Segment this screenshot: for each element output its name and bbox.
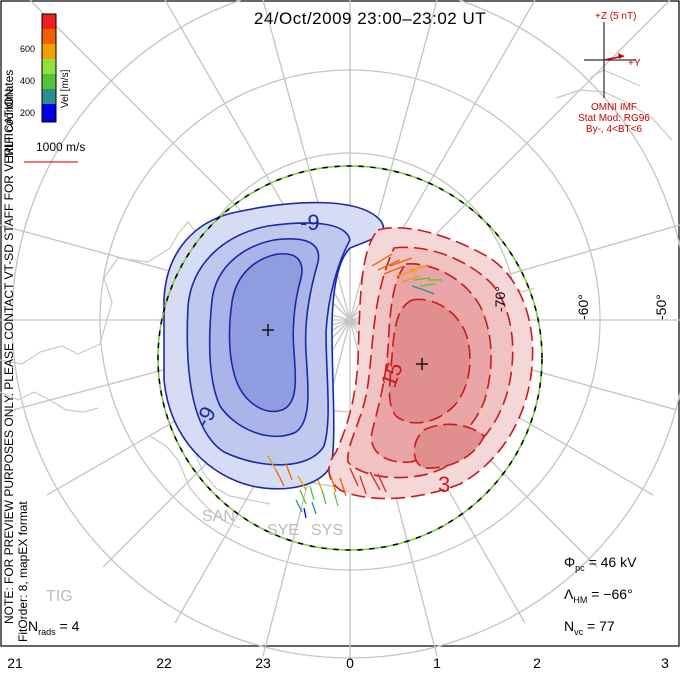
lat-label-60: -60° bbox=[575, 294, 591, 320]
mlt-label-23: 23 bbox=[255, 655, 271, 671]
stat-phi-sub: pc bbox=[575, 562, 585, 573]
stat-nrads-symbol: N bbox=[28, 618, 39, 634]
hm-boundary-overlay bbox=[157, 165, 543, 551]
vector-scale-label: 1000 m/s bbox=[36, 140, 86, 154]
stat-lambda-value: = −66° bbox=[591, 586, 633, 602]
preview-note: NOTE: FOR PREVIEW PURPOSES ONLY. PLEASE … bbox=[2, 85, 16, 624]
stat-lambda-symbol: Λ bbox=[564, 586, 574, 602]
mlt-label-22: 22 bbox=[156, 655, 172, 671]
velocity-vectors bbox=[24, 161, 442, 519]
stat-nrads: Nrads = 4 bbox=[28, 618, 79, 637]
mlt-label-21: 21 bbox=[7, 655, 23, 671]
stat-nvc-symbol: N bbox=[564, 618, 575, 634]
imf-y-label: +Y bbox=[628, 58, 641, 69]
stat-nvc-sub: vc bbox=[574, 626, 584, 637]
positive-cell bbox=[328, 226, 534, 500]
stat-lambda-hm: ΛHM = −66° bbox=[564, 586, 633, 605]
lat-label-50: -50° bbox=[653, 294, 669, 320]
contour-label-neg: -9 bbox=[300, 210, 320, 235]
radar-sye: SYE bbox=[267, 522, 300, 539]
radar-sys: SYS bbox=[311, 522, 344, 539]
stat-nrads-value: = 4 bbox=[59, 618, 80, 634]
stat-nvc-value: = 77 bbox=[587, 618, 615, 634]
colorbar-tick-600: 600 bbox=[20, 44, 36, 54]
plot-frame bbox=[0, 0, 680, 647]
stat-nvc: Nvc = 77 bbox=[564, 618, 615, 637]
negative-cell bbox=[163, 201, 384, 490]
map-title: 24/Oct/2009 23:00–23:02 UT bbox=[253, 9, 487, 28]
imf-bin: By-, 4<BT<6 bbox=[585, 124, 643, 135]
stat-phi-pc: Φpc = 46 kV bbox=[564, 554, 636, 573]
colorbar-title: Vel [m/s] bbox=[60, 69, 71, 108]
stat-lambda-sub: HM bbox=[573, 594, 588, 605]
potential-extrema bbox=[262, 324, 428, 370]
stat-phi-symbol: Φ bbox=[564, 554, 576, 570]
imf-stat-model: Stat Mod: RG96 bbox=[578, 113, 650, 124]
stat-nrads-sub: rads bbox=[38, 626, 56, 637]
mlt-label-1: 1 bbox=[433, 655, 441, 671]
imf-source: OMNI IMF bbox=[590, 102, 638, 113]
colorbar-tick-400: 400 bbox=[20, 76, 36, 86]
mlt-label-3: 3 bbox=[661, 655, 669, 671]
mlt-label-2: 2 bbox=[533, 655, 541, 671]
mlt-label-0: 0 bbox=[346, 655, 354, 671]
contour-label-pos-2: 3 bbox=[438, 472, 451, 497]
radar-tig: TIG bbox=[46, 588, 73, 605]
imf-info: OMNI IMF Stat Mod: RG96 By-, 4<BT<6 bbox=[558, 102, 670, 135]
lat-label-70: -70° bbox=[492, 286, 508, 312]
colorbar-tick-200: 200 bbox=[20, 108, 36, 118]
velocity-colorbar bbox=[41, 13, 57, 123]
imf-z-label: +Z (5 nT) bbox=[595, 11, 637, 22]
radar-san: SAN bbox=[202, 508, 235, 525]
stat-phi-value: = 46 kV bbox=[588, 554, 637, 570]
imf-dial bbox=[584, 22, 636, 98]
